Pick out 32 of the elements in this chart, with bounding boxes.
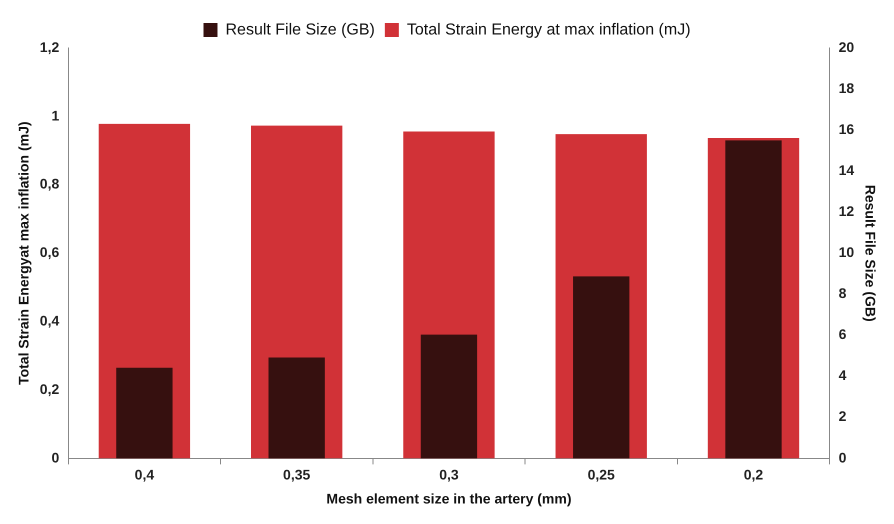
legend-label: Result File Size (GB)	[225, 21, 375, 38]
y2-tick-label: 2	[838, 408, 847, 424]
x-tick-label: 0,3	[439, 466, 459, 483]
y-tick-label: 0,4	[40, 312, 60, 328]
y2-axis-title: Result File Size (GB)	[862, 184, 879, 322]
y2-tick-label: 18	[838, 80, 854, 96]
y2-tick-label: 6	[838, 326, 847, 342]
x-tick-label: 0,2	[744, 466, 764, 483]
y2-tick-label: 0	[838, 449, 847, 466]
y2-tick-label: 14	[838, 162, 854, 178]
x-tick-label: 0,4	[134, 466, 154, 483]
y2-tick-label: 8	[838, 285, 847, 302]
y2-tick-label: 4	[838, 367, 847, 384]
x-tick-label: 0,25	[588, 466, 616, 483]
y-tick-label: 0,2	[40, 380, 60, 397]
y2-tick-label: 16	[838, 120, 854, 137]
y-tick-label: 0	[51, 449, 60, 466]
bar	[573, 276, 630, 458]
bar	[116, 368, 173, 458]
y-tick-label: 1,2	[40, 38, 60, 55]
y2-tick-label: 10	[838, 244, 854, 260]
x-tick-label: 0,35	[283, 466, 311, 483]
y-axis-title: Total Strain Energyat max inflation (mJ)	[15, 121, 32, 385]
y2-tick-label: 12	[838, 203, 854, 220]
y-tick-label: 0,8	[40, 176, 60, 192]
legend-label: Total Strain Energy at max inflation (mJ)	[406, 21, 691, 38]
y-tick-label: 0,6	[40, 244, 60, 260]
bar	[420, 334, 478, 458]
y-tick-label: 1	[51, 107, 60, 124]
x-axis-title: Mesh element size in the artery (mm)	[326, 490, 572, 506]
bar	[268, 357, 325, 458]
y2-tick-label: 20	[838, 38, 854, 55]
